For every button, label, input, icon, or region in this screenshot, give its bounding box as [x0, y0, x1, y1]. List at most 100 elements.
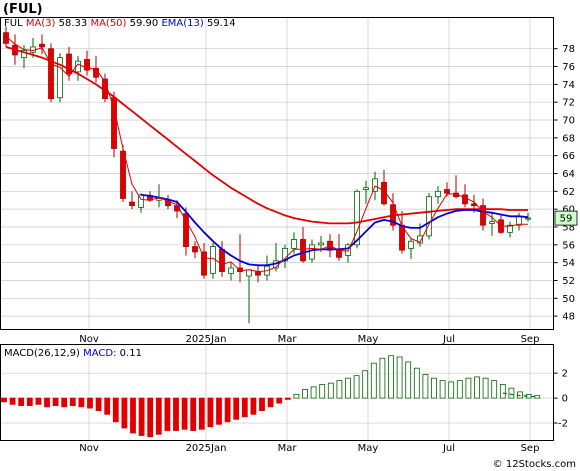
price-candle	[507, 221, 513, 238]
price-x-tick-label: Nov	[79, 334, 99, 345]
candle-body	[372, 178, 378, 192]
price-y-tick-label: 72	[562, 98, 575, 109]
candle-body	[507, 224, 513, 233]
candle-body	[336, 249, 342, 258]
candle-body	[291, 239, 297, 249]
macd-bar	[130, 397, 136, 434]
legend-symbol: FUL	[4, 18, 26, 29]
price-y-tick-label: 64	[562, 169, 575, 180]
candle-body	[300, 239, 306, 262]
macd-bar	[276, 397, 283, 404]
macd-bar	[456, 380, 463, 399]
macd-panel-frame	[0, 344, 554, 441]
legend-item-label: MA(50)	[90, 18, 129, 29]
macd-bar	[267, 397, 274, 408]
candle-body	[201, 251, 207, 276]
legend-item-value: 59.90	[130, 18, 162, 29]
macd-bar	[499, 383, 506, 399]
price-candle	[66, 46, 72, 81]
price-y-tick-label: 62	[562, 187, 575, 198]
price-candle	[183, 207, 189, 256]
price-y-tick-label: 58	[562, 222, 575, 233]
macd-x-tick-label: 2025Jan	[186, 443, 227, 454]
price-candle	[300, 226, 306, 263]
macd-bar	[44, 397, 50, 408]
price-candle	[237, 234, 243, 283]
candle-body	[228, 267, 234, 274]
candle-body	[525, 217, 531, 220]
macd-bar	[319, 383, 326, 399]
macd-x-tick-label: Sep	[521, 443, 540, 454]
candle-body	[219, 248, 225, 272]
macd-bar	[52, 397, 59, 406]
macd-bar	[370, 362, 377, 399]
macd-bar	[284, 397, 291, 400]
price-x-tick-label: May	[358, 334, 379, 345]
macd-bar	[405, 361, 412, 399]
legend-item-value: 59.14	[207, 18, 236, 29]
candle-body	[57, 57, 63, 99]
price-y-tick-label: 48	[562, 312, 575, 323]
price-moving-averages	[5, 35, 529, 273]
macd-bar	[95, 397, 102, 411]
macd-bar	[18, 397, 25, 406]
price-candle	[480, 198, 486, 231]
candle-body	[129, 201, 135, 206]
macd-legend-label: MACD(26,12,9)	[4, 348, 83, 359]
macd-bar	[396, 356, 403, 399]
macd-legend: MACD(26,12,9) MACD: 0.11	[4, 348, 142, 359]
current-price-label: 59	[560, 214, 573, 225]
macd-bar	[112, 397, 119, 423]
candle-body	[111, 97, 117, 149]
price-candle	[111, 91, 117, 158]
macd-bar	[121, 397, 128, 429]
price-candle	[138, 193, 144, 213]
candle-body	[192, 246, 198, 253]
macd-bar	[534, 395, 541, 399]
macd-x-tick-label: Jul	[442, 443, 455, 454]
macd-bar	[353, 375, 360, 399]
price-candle	[120, 144, 126, 203]
price-candle	[84, 50, 90, 76]
macd-bar	[388, 355, 394, 399]
macd-bar	[482, 377, 489, 399]
macd-bar	[250, 397, 257, 415]
macd-y-axis: -2 0 2	[553, 369, 568, 430]
macd-y-tick-label: 2	[562, 369, 568, 380]
macd-bar	[69, 397, 76, 406]
current-price-tag-box	[554, 210, 578, 226]
macd-signal-line	[502, 392, 538, 398]
macd-bar	[78, 397, 85, 408]
candle-body	[408, 240, 414, 249]
price-candle	[228, 262, 234, 281]
price-y-tick-label: 66	[562, 151, 575, 162]
price-panel-grid	[0, 17, 554, 330]
price-candle	[291, 232, 297, 254]
ma50-line	[5, 46, 528, 225]
legend-item-value: 58.33	[59, 18, 91, 29]
candle-body	[237, 267, 243, 272]
macd-bar	[147, 397, 154, 438]
price-y-tick-label: 70	[562, 116, 575, 127]
macd-bar	[61, 397, 68, 408]
price-candle	[426, 193, 432, 240]
candle-body	[417, 235, 423, 244]
macd-bar	[491, 380, 498, 399]
macd-bar	[327, 382, 334, 399]
macd-bar	[345, 377, 351, 399]
macd-bar	[1, 397, 7, 403]
price-candle	[129, 191, 135, 210]
candle-body	[435, 190, 441, 198]
macd-bar	[155, 397, 162, 435]
macd-bar	[104, 397, 111, 415]
macd-bar	[26, 397, 33, 406]
macd-bar	[87, 397, 93, 409]
price-candle	[354, 189, 360, 249]
price-candle	[57, 53, 63, 103]
macd-bar	[9, 397, 16, 405]
macd-bar	[310, 386, 317, 399]
price-y-tick-label: 74	[562, 80, 575, 91]
price-x-tick-label: 2025Jan	[186, 334, 227, 345]
price-x-tick-label: Mar	[278, 334, 298, 345]
price-y-tick-label: 68	[562, 133, 575, 144]
